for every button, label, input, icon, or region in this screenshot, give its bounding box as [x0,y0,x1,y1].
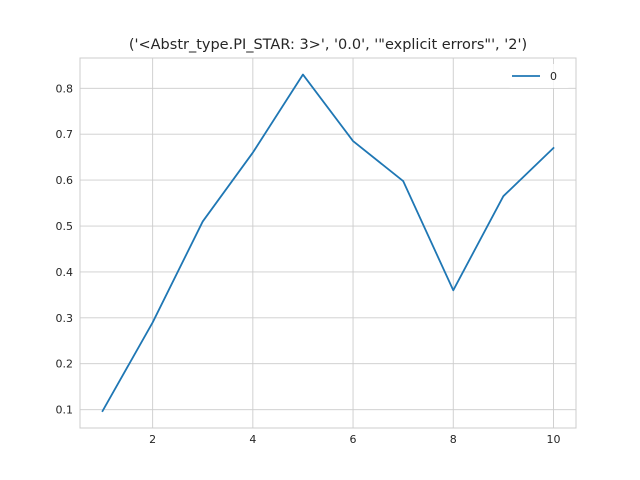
grid [80,58,576,428]
x-tick-label: 4 [249,433,256,446]
y-tick-label: 0.8 [56,82,74,95]
legend-label: 0 [550,70,557,83]
y-tick-label: 0.6 [56,174,74,187]
x-tick-label: 2 [149,433,156,446]
chart-title: ('<Abstr_type.PI_STAR: 3>', '0.0', '"exp… [129,37,527,53]
y-tick-label: 0.2 [56,358,74,371]
y-tick-label: 0.1 [56,404,74,417]
axes-frame [79,57,577,429]
x-axis-ticks: 2 4 6 8 10 [149,433,560,446]
x-tick-label: 6 [350,433,357,446]
plot-area [101,73,555,413]
y-tick-label: 0.7 [56,128,74,141]
x-tick-label: 10 [546,433,560,446]
y-tick-label: 0.4 [56,266,74,279]
y-tick-label: 0.3 [56,312,74,325]
y-tick-label: 0.5 [56,220,74,233]
x-tick-label: 8 [450,433,457,446]
y-axis-ticks: 0.1 0.2 0.3 0.4 0.5 0.6 0.7 0.8 [56,82,74,416]
legend: 0 [508,64,570,88]
series-line [101,73,555,413]
